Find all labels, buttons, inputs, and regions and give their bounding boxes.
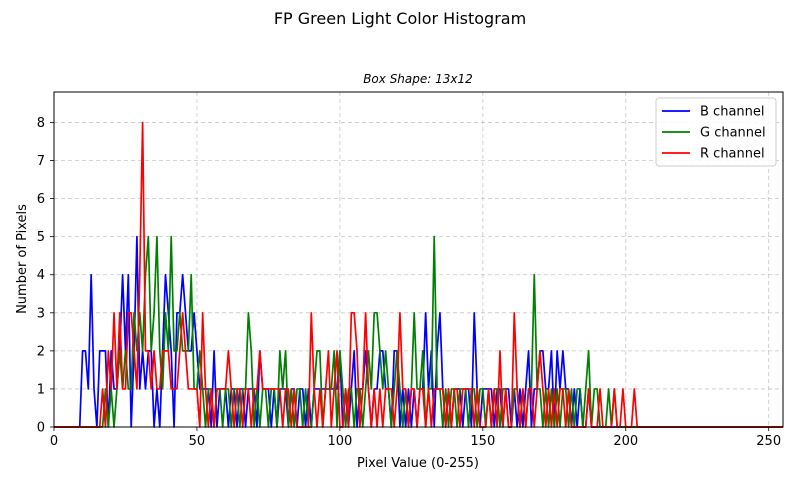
x-tick-label: 50 xyxy=(189,434,206,449)
legend-box xyxy=(655,97,777,167)
chart-suptitle: FP Green Light Color Histogram xyxy=(274,9,526,28)
x-axis-label: Pixel Value (0-255) xyxy=(357,456,479,471)
y-tick-label: 3 xyxy=(37,306,45,321)
legend-label-g-channel: G channel xyxy=(700,126,766,141)
x-tick-label: 0 xyxy=(50,434,58,449)
x-tick-label: 100 xyxy=(327,434,352,449)
series-line-r-channel xyxy=(54,121,783,428)
legend-label-r-channel: R channel xyxy=(700,147,765,162)
plot-frame xyxy=(53,91,784,428)
x-tick-label: 200 xyxy=(613,434,638,449)
y-tick-label: 1 xyxy=(37,382,45,397)
y-tick-label: 5 xyxy=(37,230,45,245)
y-tick-label: 2 xyxy=(37,344,45,359)
x-tick-label: 250 xyxy=(756,434,781,449)
y-axis-label: Number of Pixels xyxy=(15,204,30,314)
y-tick-label: 6 xyxy=(37,192,45,207)
axis-ticks: 0 50 100 150 200 250 0 1 2 3 4 5 6 7 8 xyxy=(37,116,781,449)
x-tick-label: 150 xyxy=(470,434,495,449)
y-tick-label: 0 xyxy=(37,421,45,436)
legend-label-b-channel: B channel xyxy=(700,105,765,120)
y-tick-label: 4 xyxy=(37,268,45,283)
y-tick-label: 8 xyxy=(37,116,45,131)
legend: B channel G channel R channel xyxy=(655,97,777,167)
y-tick-label: 7 xyxy=(37,154,45,169)
chart-title: Box Shape: 13x12 xyxy=(363,72,473,86)
